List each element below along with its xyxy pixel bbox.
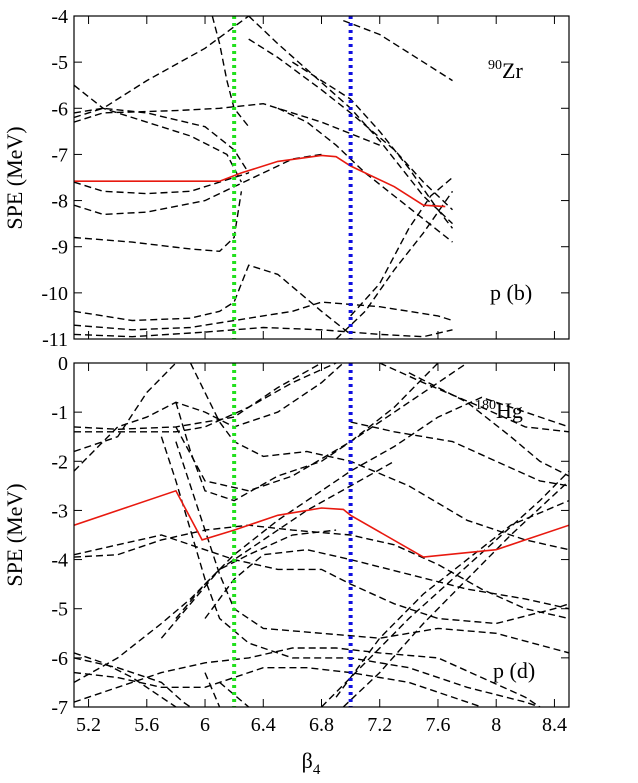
bot-level-line-21 — [74, 647, 541, 707]
bot-level-line-9 — [350, 421, 569, 487]
top-level-line-11 — [74, 191, 243, 253]
bot-x-tick-label: 7.6 — [425, 714, 450, 736]
bot-level-line-19 — [74, 652, 177, 707]
bottom-y-axis-label: SPE (MeV) — [2, 483, 27, 586]
top-y-axis-label: SPE (MeV) — [2, 126, 27, 229]
bot-level-line-8 — [408, 372, 569, 477]
top-plot-frame — [73, 15, 570, 340]
bot-level-line-10 — [189, 363, 569, 551]
bot-level-line-17 — [160, 436, 541, 707]
bot-level-line-24 — [342, 480, 569, 707]
top-level-line-5 — [74, 172, 249, 195]
bot-level-line-6 — [175, 363, 439, 492]
top-level-line-6 — [74, 153, 322, 216]
top-level-line-18 — [343, 19, 453, 82]
top-y-tick-label: -11 — [42, 329, 68, 351]
bot-y-tick-label: 0 — [58, 353, 68, 375]
top-y-tick-label: -6 — [51, 98, 68, 120]
top-level-line-15 — [74, 326, 453, 338]
top-axis-ticks: -11 -10 -9 -8 -7 -6 -5 -4 — [41, 6, 569, 351]
bot-y-tick-label: -7 — [51, 697, 68, 719]
top-level-line-9 — [292, 61, 454, 229]
bot-level-line-27 — [204, 672, 221, 707]
top-y-tick-label: -9 — [51, 237, 68, 259]
panel-bottom: -7 -6 -5 -4 -3 -2 -1 0 5.2 5.6 6 6.4 6.8 7.2 7.6 8 8.4 S… — [2, 353, 570, 778]
x-axis-label-base: β — [302, 748, 313, 773]
top-level-line-1 — [74, 16, 250, 114]
bot-x-tick-label: 5.2 — [76, 714, 101, 736]
bot-level-line-15 — [160, 460, 395, 639]
top-reference-lines — [232, 16, 353, 339]
top-level-line-17 — [350, 176, 453, 317]
top-highlighted-level-line — [74, 154, 446, 208]
bot-level-line-13 — [204, 548, 569, 619]
top-level-line-10 — [277, 107, 453, 243]
bot-y-tick-label: -6 — [51, 648, 68, 670]
top-nucleus-symbol: Zr — [502, 58, 523, 83]
bot-level-line-2 — [74, 363, 337, 433]
top-y-tick-label: -4 — [51, 6, 68, 28]
bottom-plot-area — [74, 363, 569, 707]
top-y-tick-label: -7 — [51, 144, 68, 166]
bottom-panel-annotation: p (d) — [493, 658, 535, 683]
bottom-plot-frame — [73, 362, 570, 708]
bot-level-line-18 — [74, 529, 337, 684]
bot-level-line-14 — [175, 396, 569, 619]
bot-level-line-5 — [175, 363, 468, 502]
x-axis-label-subscript: 4 — [313, 762, 321, 778]
bot-x-tick-label: 5.6 — [134, 714, 159, 736]
top-level-line-3 — [74, 102, 380, 146]
top-y-tick-label: -10 — [41, 283, 68, 305]
bot-level-line-16 — [175, 441, 569, 654]
top-level-line-16 — [335, 190, 454, 339]
bot-level-line-12 — [74, 524, 569, 620]
bot-level-line-20 — [74, 657, 191, 707]
bot-level-line-3 — [74, 363, 344, 472]
bot-level-line-11 — [74, 534, 569, 625]
bot-x-tick-label: 8.4 — [542, 714, 567, 736]
top-y-tick-label: -8 — [51, 191, 68, 213]
top-nucleus-mass: 90 — [488, 58, 502, 73]
bottom-axis-ticks: -7 -6 -5 -4 -3 -2 -1 0 5.2 5.6 6 6.4 6.8 7.2 7.6 8 8.4 — [51, 353, 569, 736]
bot-level-line-7 — [379, 363, 569, 433]
top-level-line-8 — [248, 38, 453, 211]
bot-y-tick-label: -3 — [51, 500, 68, 522]
bot-y-tick-label: -2 — [51, 451, 68, 473]
top-level-line-2 — [74, 84, 243, 183]
bot-level-line-22 — [74, 667, 482, 707]
top-panel-annotation: p (b) — [490, 280, 532, 305]
bot-y-tick-label: -4 — [51, 550, 68, 572]
bot-x-tick-label: 6 — [200, 714, 210, 736]
top-level-line-14 — [74, 301, 453, 331]
bot-x-tick-label: 6.4 — [251, 714, 276, 736]
x-axis-label: β4 — [302, 748, 321, 778]
panel-top: -11 -10 -9 -8 -7 -6 -5 -4 SPE (MeV) 90Zr p (b) — [2, 6, 570, 351]
bot-x-tick-label: 6.8 — [309, 714, 334, 736]
bottom-nucleus-label: 180Hg — [475, 398, 523, 423]
bot-level-line-1 — [74, 363, 322, 431]
bottom-nucleus-mass: 180 — [475, 398, 496, 413]
bot-level-line-23 — [321, 470, 569, 707]
bottom-reference-lines — [232, 363, 353, 707]
bot-x-tick-label: 7.2 — [367, 714, 392, 736]
bottom-nucleus-symbol: Hg — [496, 398, 523, 423]
top-plot-area — [74, 16, 454, 339]
top-y-tick-label: -5 — [51, 52, 68, 74]
bot-level-line-25 — [335, 499, 569, 698]
bot-highlighted-level-line — [74, 489, 569, 558]
bot-level-line-26 — [219, 681, 250, 707]
bot-y-tick-label: -5 — [51, 599, 68, 621]
bot-level-line-4 — [74, 363, 177, 453]
top-nucleus-label: 90Zr — [488, 58, 523, 83]
top-level-line-12 — [211, 16, 250, 128]
bot-y-tick-label: -1 — [51, 402, 68, 424]
top-level-line-4 — [74, 107, 250, 174]
bot-x-tick-label: 8 — [491, 714, 501, 736]
top-level-line-13 — [74, 264, 352, 335]
